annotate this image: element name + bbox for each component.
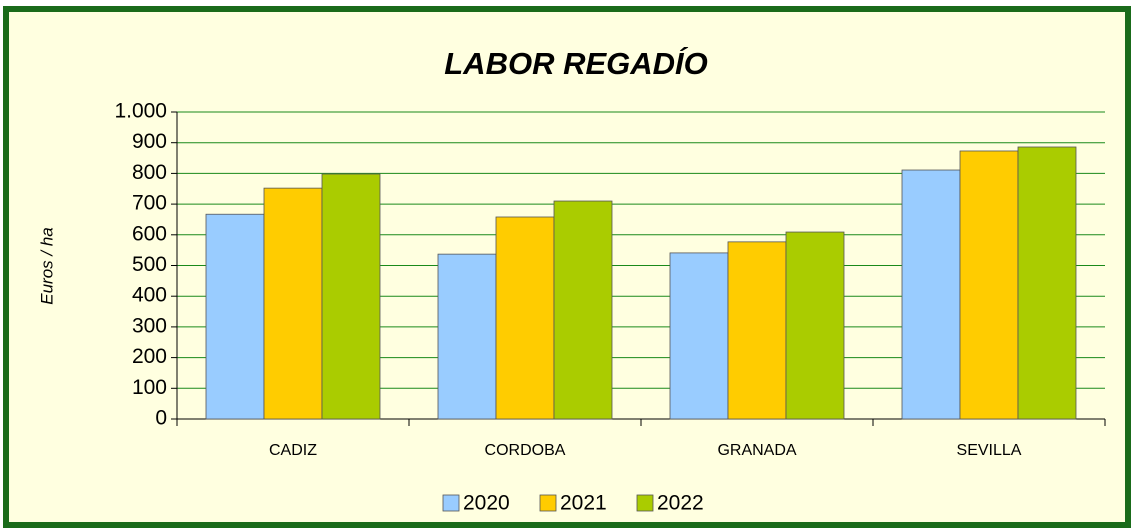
y-tick-label: 500 bbox=[132, 253, 167, 276]
x-tick-label: SEVILLA bbox=[957, 442, 1022, 459]
y-axis-label: Euros / ha bbox=[37, 227, 56, 305]
y-tick-label: 100 bbox=[132, 376, 167, 399]
legend-swatch bbox=[539, 494, 557, 512]
bar bbox=[495, 216, 555, 420]
y-tick-label: 600 bbox=[132, 222, 167, 245]
bar bbox=[205, 213, 265, 420]
bar bbox=[669, 252, 729, 420]
legend-swatch bbox=[636, 494, 654, 512]
y-tick-label: 1.000 bbox=[114, 100, 167, 123]
bar bbox=[263, 187, 323, 420]
bar bbox=[959, 150, 1019, 420]
y-tick-label: 400 bbox=[132, 284, 167, 307]
legend-label: 2022 bbox=[657, 492, 704, 515]
x-tick-label: GRANADA bbox=[717, 442, 796, 459]
y-tick-label: 700 bbox=[132, 192, 167, 215]
x-tick-label: CADIZ bbox=[269, 442, 317, 459]
y-tick-label: 800 bbox=[132, 161, 167, 184]
bar bbox=[1017, 146, 1077, 420]
bar bbox=[321, 173, 381, 420]
legend-swatch bbox=[442, 494, 460, 512]
bar bbox=[785, 231, 845, 420]
y-tick-label: 0 bbox=[155, 407, 167, 430]
chart-title: LABOR REGADÍO bbox=[444, 46, 708, 81]
legend-label: 2021 bbox=[560, 492, 607, 515]
y-tick-label: 900 bbox=[132, 130, 167, 153]
bar bbox=[553, 200, 613, 420]
bar bbox=[901, 169, 961, 420]
bar bbox=[727, 241, 787, 420]
bar bbox=[437, 253, 497, 420]
y-tick-label: 300 bbox=[132, 314, 167, 337]
y-tick-label: 200 bbox=[132, 345, 167, 368]
legend-label: 2020 bbox=[463, 492, 510, 515]
x-tick-label: CORDOBA bbox=[485, 442, 566, 459]
